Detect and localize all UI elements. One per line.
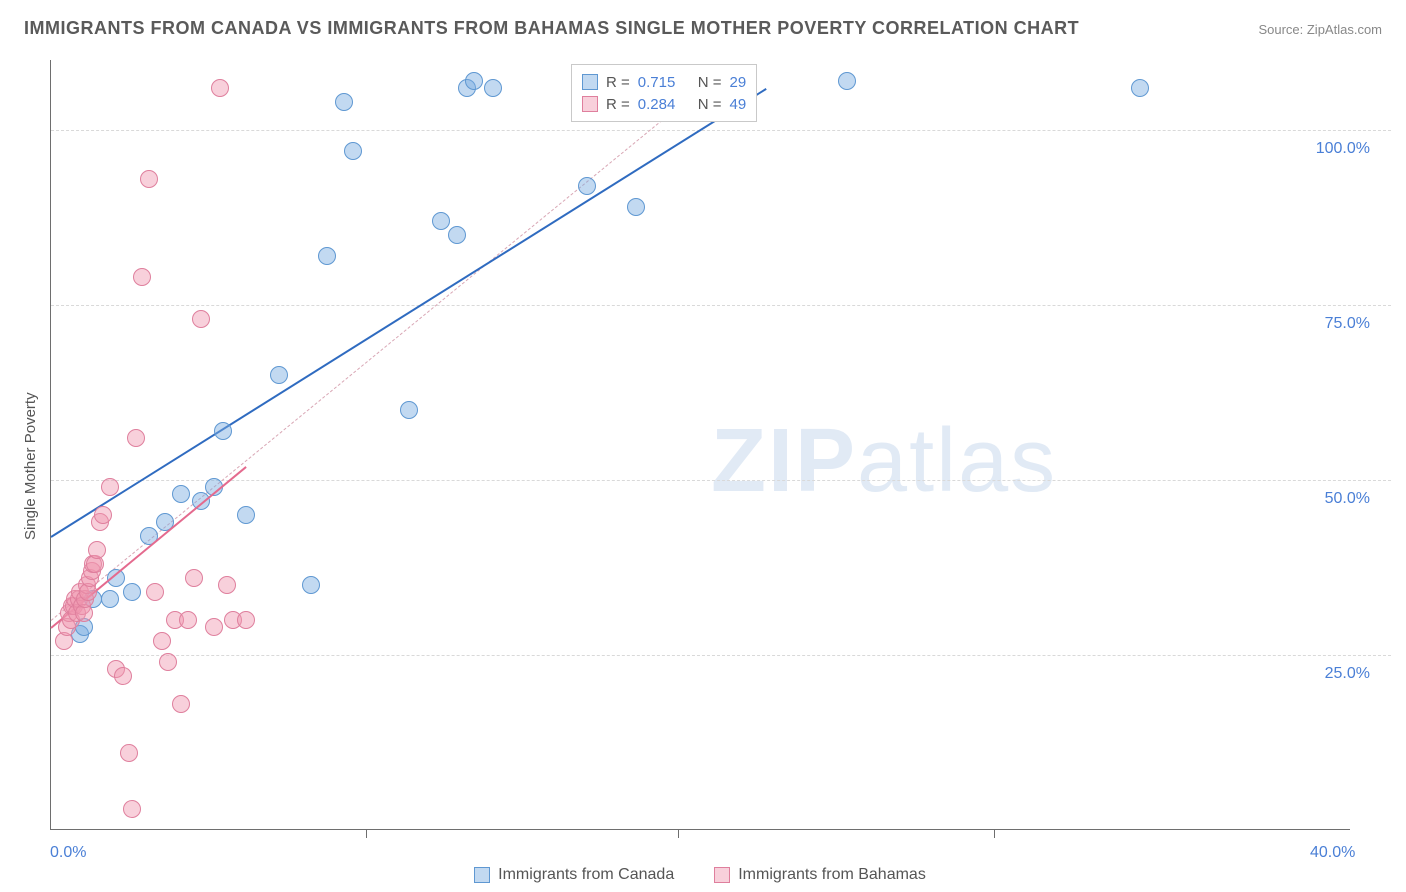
scatter-point-bahamas (146, 583, 164, 601)
scatter-point-canada (578, 177, 596, 195)
scatter-point-bahamas (123, 800, 141, 818)
gridline (51, 655, 1391, 656)
y-axis-title: Single Mother Poverty (22, 392, 39, 540)
r-label: R = (606, 74, 630, 91)
scatter-point-canada (448, 226, 466, 244)
correlation-row-bahamas: R = 0.284 N = 49 (582, 93, 746, 115)
swatch-bahamas (714, 867, 730, 883)
source-label: Source: ZipAtlas.com (1258, 22, 1382, 37)
x-tick-label: 40.0% (1310, 844, 1355, 862)
scatter-point-bahamas (205, 618, 223, 636)
scatter-point-canada (627, 198, 645, 216)
y-tick-label: 25.0% (1290, 665, 1370, 683)
scatter-point-canada (465, 72, 483, 90)
scatter-point-canada (344, 142, 362, 160)
scatter-point-canada (270, 366, 288, 384)
watermark-atlas: atlas (857, 411, 1057, 511)
n-value: 49 (730, 96, 747, 113)
correlation-legend: R = 0.715 N = 29 R = 0.284 N = 49 (571, 64, 757, 122)
y-tick-label: 100.0% (1290, 140, 1370, 158)
scatter-point-bahamas (153, 632, 171, 650)
trend-line (50, 88, 766, 538)
scatter-point-bahamas (211, 79, 229, 97)
scatter-point-bahamas (218, 576, 236, 594)
legend-label-canada: Immigrants from Canada (498, 866, 674, 884)
scatter-point-bahamas (140, 170, 158, 188)
scatter-point-bahamas (88, 541, 106, 559)
x-tick (994, 830, 995, 838)
gridline (51, 130, 1391, 131)
scatter-point-canada (400, 401, 418, 419)
x-tick (678, 830, 679, 838)
bottom-legend: Immigrants from Canada Immigrants from B… (50, 866, 1350, 884)
scatter-point-canada (318, 247, 336, 265)
gridline (51, 480, 1391, 481)
scatter-point-bahamas (237, 611, 255, 629)
x-tick (366, 830, 367, 838)
scatter-point-canada (432, 212, 450, 230)
scatter-point-canada (335, 93, 353, 111)
swatch-icon (582, 96, 598, 112)
y-tick-label: 50.0% (1290, 490, 1370, 508)
scatter-point-canada (214, 422, 232, 440)
scatter-point-bahamas (179, 611, 197, 629)
scatter-point-bahamas (114, 667, 132, 685)
scatter-point-canada (101, 590, 119, 608)
scatter-point-canada (237, 506, 255, 524)
r-value: 0.715 (638, 74, 690, 91)
scatter-point-canada (484, 79, 502, 97)
scatter-point-bahamas (120, 744, 138, 762)
legend-item-canada: Immigrants from Canada (474, 866, 674, 884)
plot-area: ZIPatlas R = 0.715 N = 29 R = 0.284 N = 49 (50, 60, 1350, 830)
legend-label-bahamas: Immigrants from Bahamas (738, 866, 926, 884)
scatter-point-bahamas (185, 569, 203, 587)
swatch-icon (582, 74, 598, 90)
scatter-point-canada (172, 485, 190, 503)
gridline (51, 305, 1391, 306)
watermark: ZIPatlas (711, 410, 1057, 513)
r-value: 0.284 (638, 96, 690, 113)
swatch-canada (474, 867, 490, 883)
n-label: N = (698, 74, 722, 91)
scatter-point-bahamas (94, 506, 112, 524)
scatter-point-bahamas (192, 310, 210, 328)
legend-item-bahamas: Immigrants from Bahamas (714, 866, 926, 884)
scatter-point-bahamas (133, 268, 151, 286)
x-tick-label: 0.0% (50, 844, 86, 862)
correlation-row-canada: R = 0.715 N = 29 (582, 71, 746, 93)
scatter-point-canada (123, 583, 141, 601)
chart-title: IMMIGRANTS FROM CANADA VS IMMIGRANTS FRO… (24, 18, 1079, 39)
n-value: 29 (730, 74, 747, 91)
scatter-point-canada (1131, 79, 1149, 97)
scatter-point-bahamas (127, 429, 145, 447)
n-label: N = (698, 96, 722, 113)
scatter-point-bahamas (159, 653, 177, 671)
scatter-point-canada (838, 72, 856, 90)
scatter-point-bahamas (172, 695, 190, 713)
r-label: R = (606, 96, 630, 113)
scatter-point-bahamas (101, 478, 119, 496)
y-tick-label: 75.0% (1290, 315, 1370, 333)
scatter-point-canada (302, 576, 320, 594)
watermark-zip: ZIP (711, 411, 857, 511)
